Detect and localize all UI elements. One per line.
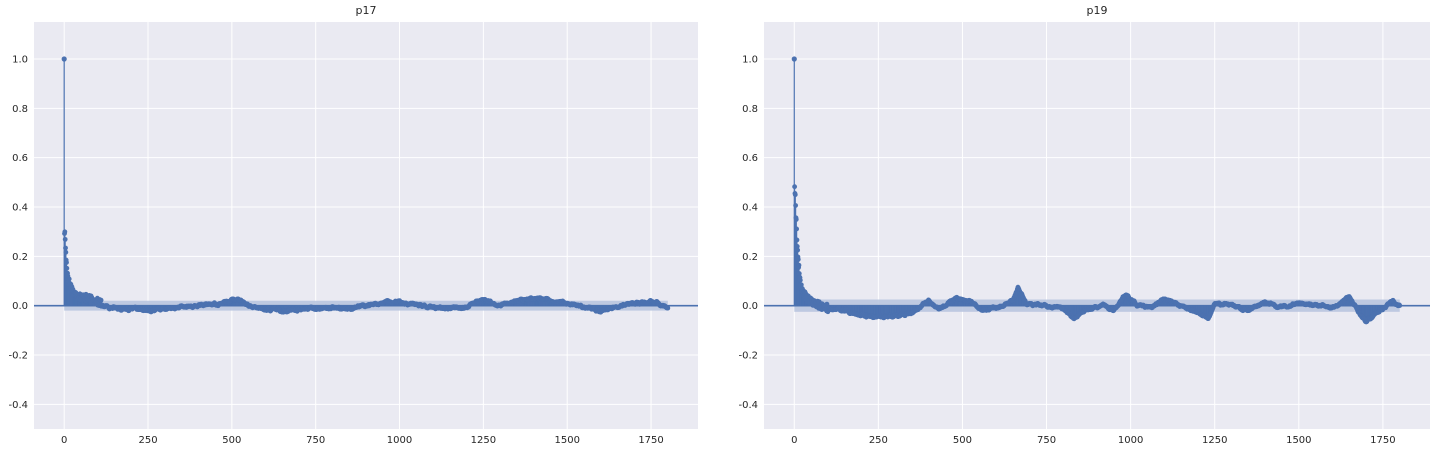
chart-title: p17 <box>356 4 377 17</box>
y-tick-label: 0.0 <box>742 301 758 312</box>
acf-point <box>63 245 68 251</box>
acf-point <box>63 249 69 255</box>
y-tick-label: -0.2 <box>8 351 28 362</box>
y-tick-label: 0.0 <box>12 301 28 312</box>
x-tick-label: 1000 <box>387 435 412 446</box>
acf-panel-p17: -0.4 -0.2 0.0 0.2 0.4 0.6 0.8 1.0 0 250 500 750 1000… <box>8 4 698 446</box>
acf-markers <box>61 56 671 315</box>
plot-area <box>764 22 1430 429</box>
y-tick-label: -0.2 <box>738 351 758 362</box>
y-tick-label: -0.4 <box>738 400 758 411</box>
acf-point <box>61 56 67 62</box>
x-tick-label: 1750 <box>1370 435 1395 446</box>
y-tick-label: 0.4 <box>12 203 28 214</box>
acf-panel-p19: -0.4 -0.2 0.0 0.2 0.4 0.6 0.8 1.0 0 250 500 750 1000… <box>738 4 1430 446</box>
acf-point <box>66 276 72 282</box>
chart-title: p19 <box>1087 4 1108 17</box>
acf-point <box>665 305 671 311</box>
y-tick-label: 0.2 <box>12 252 28 263</box>
x-tick-label: 500 <box>222 435 241 446</box>
y-tick-label: 0.8 <box>12 104 28 115</box>
x-tick-label: 1500 <box>1286 435 1311 446</box>
x-tick-label: 1500 <box>554 435 579 446</box>
x-tick-label: 0 <box>61 435 67 446</box>
x-tick-label: 1250 <box>471 435 496 446</box>
x-tick-label: 250 <box>138 435 157 446</box>
acf-point <box>64 265 70 271</box>
acf-point <box>62 229 68 235</box>
x-tick-label: 1000 <box>1118 435 1143 446</box>
x-tick-label: 1250 <box>1202 435 1227 446</box>
x-tick-label: 500 <box>953 435 972 446</box>
y-tick-label: 1.0 <box>12 55 28 66</box>
y-tick-label: 0.4 <box>742 203 758 214</box>
acf-point <box>62 236 68 242</box>
y-tick-label: 0.6 <box>12 153 28 164</box>
y-tick-label: 0.8 <box>742 104 758 115</box>
plot-area <box>34 22 698 429</box>
y-tick-label: 1.0 <box>742 55 758 66</box>
x-tick-label: 1750 <box>638 435 663 446</box>
x-tick-label: 0 <box>791 435 797 446</box>
x-tick-label: 750 <box>1037 435 1056 446</box>
x-tick-label: 750 <box>306 435 325 446</box>
y-tick-label: 0.2 <box>742 252 758 263</box>
acf-point <box>64 260 69 265</box>
x-tick-label: 250 <box>869 435 888 446</box>
y-tick-label: -0.4 <box>8 400 28 411</box>
y-tick-label: 0.6 <box>742 153 758 164</box>
acf-point <box>98 297 104 303</box>
